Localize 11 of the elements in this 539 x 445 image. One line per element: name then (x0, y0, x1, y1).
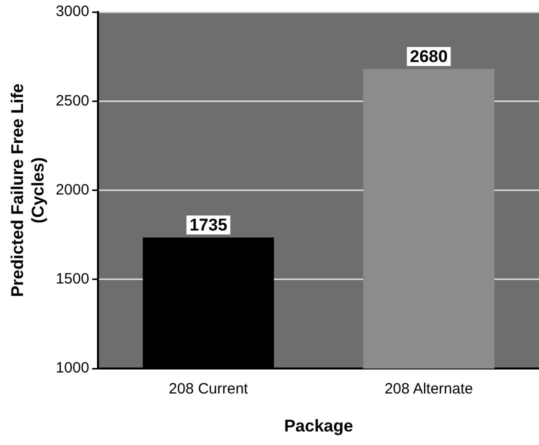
y-tick-label: 1500 (56, 270, 90, 288)
y-tick-label: 2500 (56, 92, 90, 110)
y-tick-label: 1000 (56, 360, 90, 377)
y-tick-label: 2000 (56, 181, 90, 198)
data-label: 2680 (410, 47, 448, 66)
y-axis-title: Predicted Failure Free Life (Cycles) (8, 84, 48, 298)
data-label: 1735 (189, 216, 228, 235)
x-tick-label: 208 Current (168, 380, 249, 398)
x-axis-title: Package (284, 416, 354, 436)
x-tick-label: 208 Alternate (384, 380, 473, 398)
y-tick-label: 3000 (56, 3, 90, 20)
